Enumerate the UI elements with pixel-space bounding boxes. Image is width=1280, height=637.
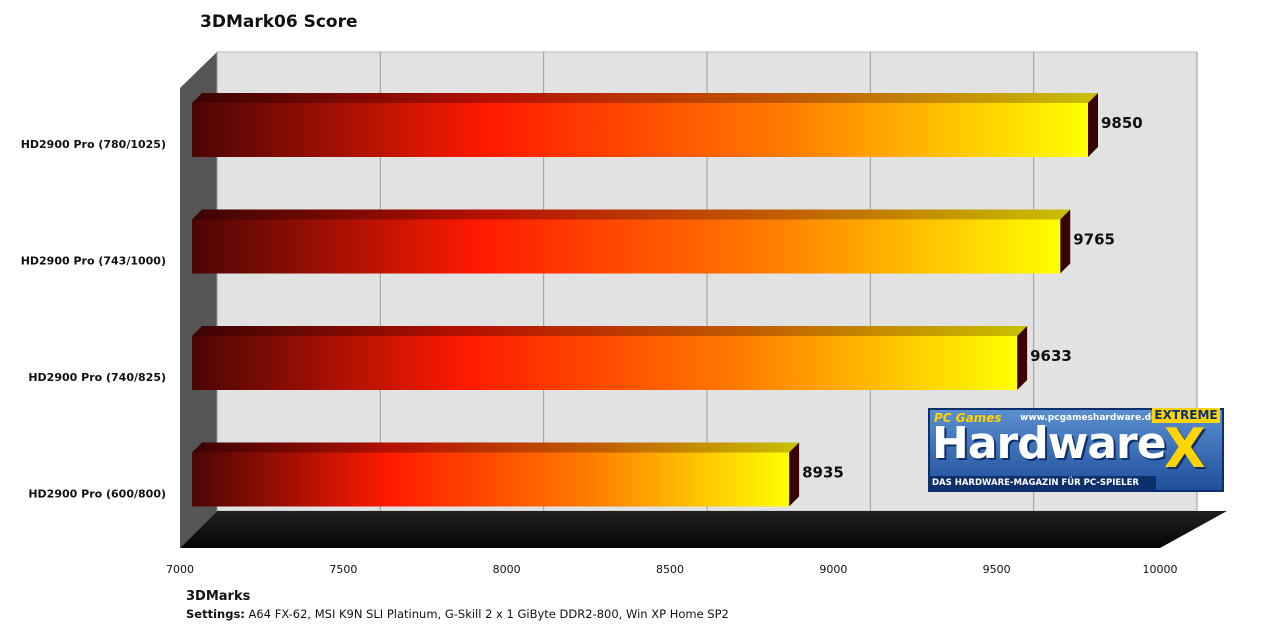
category-label: HD2900 Pro (740/825)	[28, 371, 166, 384]
logo-extreme-badge: EXTREME	[1152, 408, 1220, 423]
x-tick-label: 8000	[493, 563, 521, 576]
logo-url: www.pcgameshardware.de	[1020, 413, 1158, 423]
bar-end-face	[1060, 209, 1071, 274]
logo-hardware-text: Hardware	[932, 418, 1167, 469]
plot-floor	[180, 511, 1227, 548]
data-label: 9633	[1030, 347, 1072, 365]
bar	[192, 452, 790, 507]
settings-text: A64 FX-62, MSI K9N SLI Platinum, G-Skill…	[248, 607, 729, 621]
bar-top-face	[192, 326, 1028, 336]
logo-tagline: DAS HARDWARE-MAGAZIN FÜR PC-SPIELER	[928, 476, 1156, 490]
bar-top-face	[192, 93, 1098, 103]
category-label: HD2900 Pro (743/1000)	[21, 255, 166, 268]
x-tick-label: 10000	[1143, 563, 1178, 576]
x-tick-label: 9000	[819, 563, 847, 576]
chart-title: 3DMark06 Score	[200, 12, 358, 32]
pcgh-extreme-logo: PC Games www.pcgameshardware.de EXTREME …	[928, 408, 1224, 492]
logo-x-mark: X	[1164, 417, 1206, 480]
x-axis-title: 3DMarks	[186, 589, 251, 604]
category-label: HD2900 Pro (600/800)	[28, 488, 166, 501]
logo-pc-games: PC Games	[934, 411, 1002, 425]
x-tick-label: 8500	[656, 563, 684, 576]
data-label: 9765	[1073, 231, 1115, 249]
x-axis-ticks: 7000 7500 8000 8500 9000 9500 10000	[166, 563, 1178, 576]
bar-end-face	[1088, 93, 1098, 157]
data-label: 8935	[802, 464, 844, 482]
left-wall	[180, 52, 217, 548]
data-label: 9850	[1101, 114, 1143, 132]
x-tick-label: 9500	[983, 563, 1011, 576]
bar	[192, 219, 1061, 274]
x-tick-label: 7500	[329, 563, 357, 576]
bar-top-face	[192, 209, 1071, 220]
bars	[192, 93, 1098, 507]
bar-end-face	[1017, 326, 1028, 390]
settings-note: Settings: A64 FX-62, MSI K9N SLI Platinu…	[186, 607, 729, 621]
bar	[192, 336, 1018, 390]
bar-end-face	[789, 442, 800, 507]
data-labels: 9850 9765 9633 8935	[802, 114, 1143, 482]
bar	[192, 103, 1088, 157]
x-tick-label: 7000	[166, 563, 194, 576]
settings-label: Settings:	[186, 607, 245, 621]
category-label: HD2900 Pro (780/1025)	[21, 138, 166, 151]
category-labels: HD2900 Pro (780/1025) HD2900 Pro (743/100…	[21, 138, 166, 501]
bar-top-face	[192, 442, 800, 453]
floor	[180, 511, 1227, 548]
